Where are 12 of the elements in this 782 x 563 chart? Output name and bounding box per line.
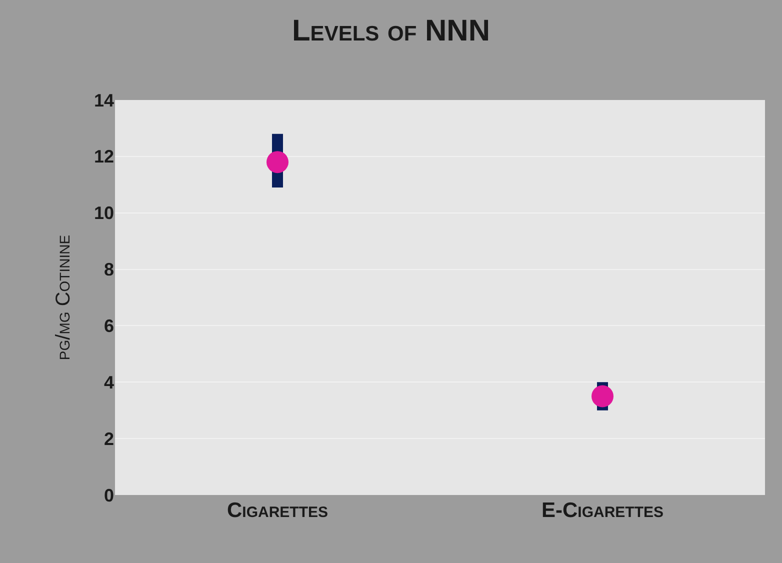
y-tick-label: 8 bbox=[104, 260, 114, 280]
y-axis-title: pg/mg Cotinine bbox=[52, 234, 74, 360]
x-tick-label: Cigarettes bbox=[226, 499, 328, 522]
y-tick-label: 2 bbox=[104, 428, 114, 449]
x-tick-label: E-Cigarettes bbox=[541, 499, 664, 522]
chart-title: Levels of NNN bbox=[292, 14, 490, 48]
y-tick-label: 14 bbox=[94, 90, 114, 110]
y-tick-label: 10 bbox=[94, 203, 114, 224]
y-tick-label: 4 bbox=[104, 372, 114, 392]
y-tick-label: 12 bbox=[94, 146, 114, 167]
y-tick-label: 0 bbox=[104, 485, 114, 506]
y-tick-label: 6 bbox=[104, 316, 114, 336]
